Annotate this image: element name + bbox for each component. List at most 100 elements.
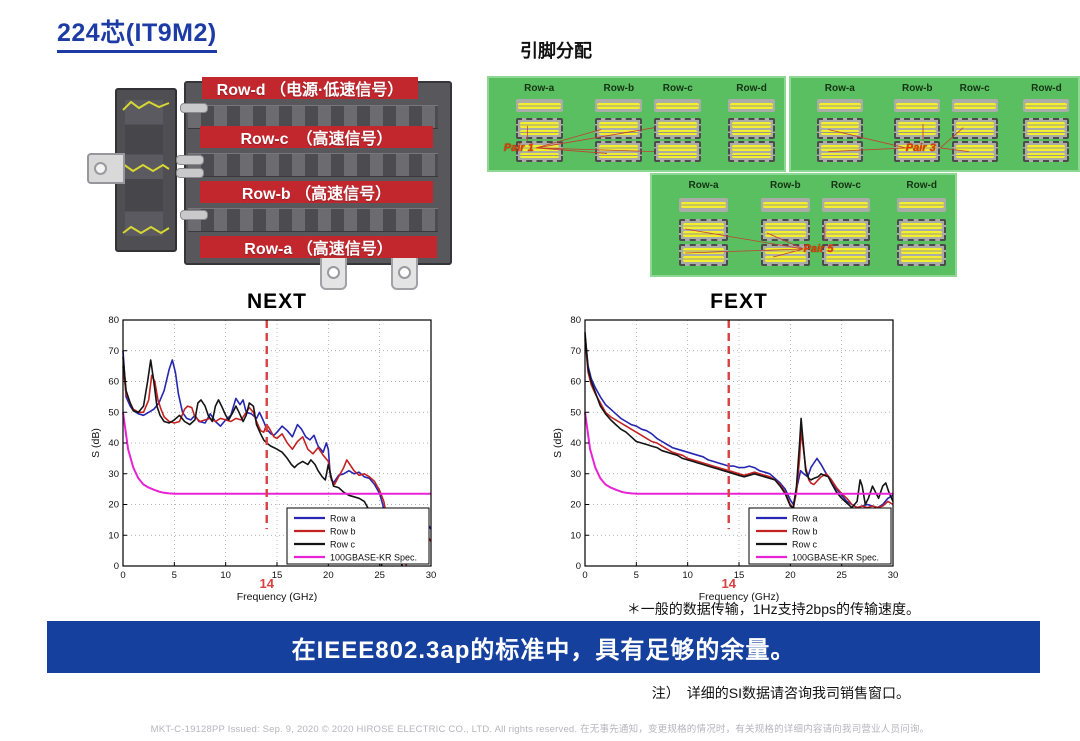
pin-strip [654,99,702,113]
pair-label: Pair 5 [803,243,834,255]
pin-column-header: Row-b [770,180,801,191]
x-tick-label: 15 [272,570,283,581]
wire-trace-icon [122,163,170,173]
pin-pair-box [951,141,998,162]
pin-contact [898,152,937,158]
x-tick-label: 25 [374,570,385,581]
legend-label: Row b [792,527,818,537]
pin-contact [731,145,772,151]
fext-chart: FEXT 0 5 10 15 20 25 30 0 10 20 30 40 50 60 70 80 14 Freq… [549,290,929,620]
x-tick-label: 5 [172,570,177,581]
y-tick-label: 0 [576,561,581,572]
pin-contact [599,122,639,128]
pin-pair-box [761,219,810,241]
x-tick-label: 30 [426,570,437,581]
pin-contact [658,152,698,158]
pin-contact [729,102,774,109]
y-tick-label: 60 [570,377,581,388]
row-banner-b: Row-b （高速信号） [200,181,433,203]
pin-column-header: Row-d [736,82,767,94]
legend-label: 100GBASE-KR Spec. [792,553,879,563]
x-tick-label: 10 [682,570,693,581]
pin-contact [765,231,806,237]
pin-contact [599,152,639,158]
pin-contact [823,202,869,208]
pin-contact [519,129,559,135]
y-tick-label: 10 [108,530,119,541]
pin-pair-box [679,244,728,266]
pin-pair-box [894,118,941,139]
row-banner-a: Row-a （高速信号） [200,236,437,258]
pin-contact [1027,122,1066,128]
marker-frequency-label: 14 [259,576,274,591]
pin-column-header: Row-a [524,82,555,94]
contact-stub [180,103,208,113]
pin-contact [899,202,944,208]
pin-pair-box [821,244,871,266]
pin-contact [1027,145,1066,151]
pin-contact [658,145,698,151]
y-tick-label: 10 [570,530,581,541]
pin-pair-box [821,219,871,241]
series-line-100gbase-kr-spec- [584,412,893,495]
fext-chart-title: FEXT [710,290,768,313]
next-chart-title: NEXT [246,290,307,313]
x-tick-label: 10 [220,570,231,581]
pin-contact [683,248,724,254]
row-banner-c: Row-c （高速信号） [200,126,433,148]
pin-contact [825,231,867,237]
pin-contact [901,248,942,254]
pin-pair-box [727,141,776,162]
legend-label: Row a [792,514,818,524]
x-tick-label: 20 [323,570,334,581]
pin-contact [683,256,724,262]
pin-pair-box [1023,118,1070,139]
legend-label: Row c [330,540,356,550]
pin-contact [825,223,867,229]
pin-contact [825,248,867,254]
y-tick-label: 30 [108,469,119,480]
conclusion-text: 在IEEE802.3ap的标准中，具有足够的余量。 [291,636,796,664]
pin-contact [517,102,561,109]
pin-contact [955,122,994,128]
pin-column-header: Row-c [830,180,861,191]
pin-contact [818,102,861,109]
legend-label: Row a [330,514,356,524]
pin-contact [731,122,772,128]
page-title: 224芯(IT9M2) [57,13,217,53]
pin-contact [683,223,724,229]
y-axis-label: S (dB) [90,428,102,458]
pin-pair-box [654,141,702,162]
pin-pair-box [515,118,563,139]
y-tick-label: 80 [570,315,581,326]
pin-pair-box [816,141,863,162]
pin-contact [519,122,559,128]
y-tick-label: 70 [570,346,581,357]
fext-chart-plot: 0 5 10 15 20 25 30 0 10 20 30 40 50 60 70 80 14Frequency… [552,315,898,603]
pin-column-header: Row-d [906,180,937,191]
pin-strip [727,99,776,113]
y-tick-label: 20 [570,500,581,511]
pin-strip [679,198,728,212]
pin-strip [515,99,563,113]
wire-trace-icon [122,225,170,235]
pin-pair-box [897,219,946,241]
contact-stub [180,210,208,220]
series-line-row-c [122,356,383,567]
pin-contact [825,256,867,262]
pin-contact [898,145,937,151]
pin-column-header: Row-b [901,82,933,94]
pin-contact [599,129,639,135]
pair-label: Pair 3 [905,142,936,155]
mount-foot [320,253,347,290]
pin-contact [731,152,772,158]
pin-strip [821,198,871,212]
pin-contact [681,202,726,208]
pin-panel-pair5: Row-a Row-b Row-c Row-d Pair 5 [650,173,957,277]
series-line-row-c [584,332,894,509]
next-chart-plot: 0 5 10 15 20 25 30 0 10 20 30 40 50 60 70 80 14Frequency… [90,315,437,603]
mount-foot [391,253,418,290]
pin-column-header: Row-d [1031,82,1062,94]
pin-pair-box [654,118,702,139]
